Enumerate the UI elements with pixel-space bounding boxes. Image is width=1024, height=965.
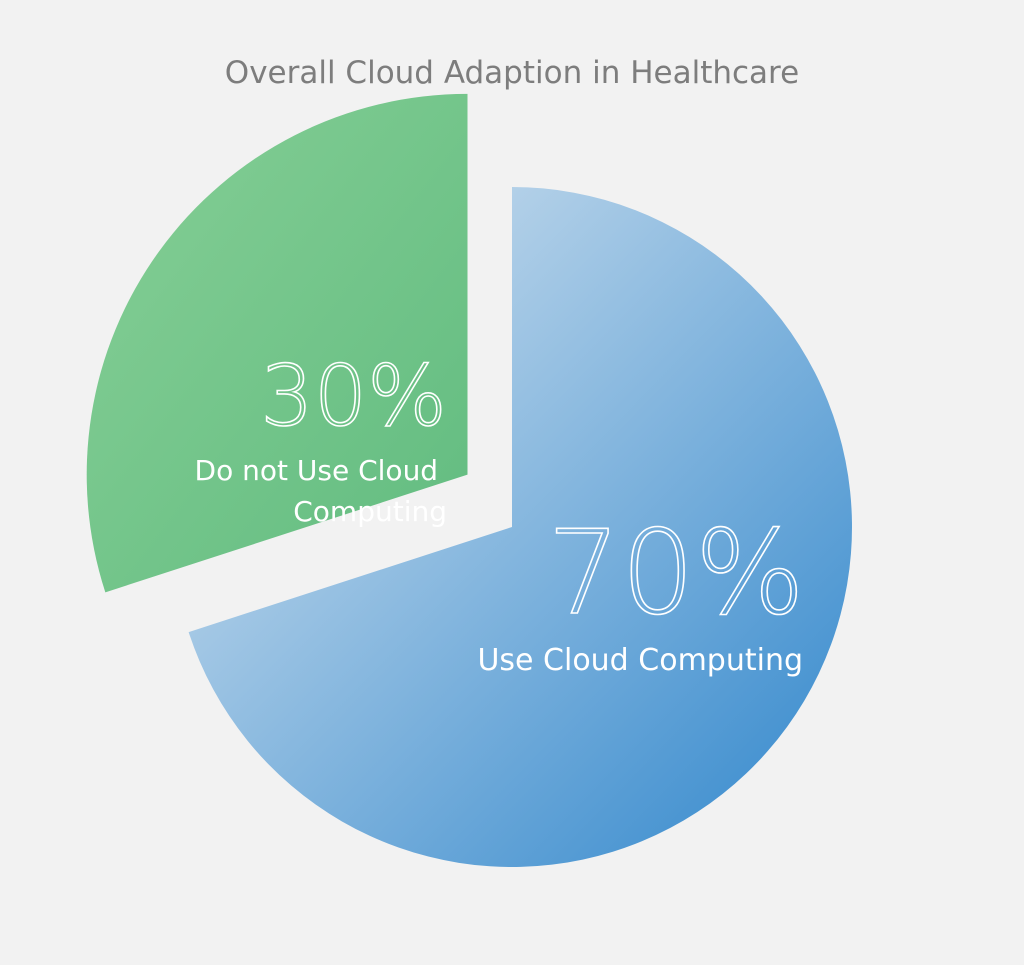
chart-title: Overall Cloud Adaption in Healthcare — [225, 55, 799, 91]
percent-label-use-cloud: 70% — [547, 506, 805, 641]
slice-label-no-cloud-line-2: Computing — [293, 495, 447, 528]
slice-label-no-cloud-line-1: Do not Use Cloud — [195, 454, 439, 487]
pie-slice-use-cloud — [188, 187, 853, 867]
percent-label-no-cloud: 30% — [260, 347, 447, 445]
slice-label-use-cloud: Use Cloud Computing — [477, 643, 803, 678]
slice-label-no-cloud: Do not Use Cloud Computing — [195, 454, 447, 528]
pie-slice-no-cloud — [86, 93, 468, 593]
